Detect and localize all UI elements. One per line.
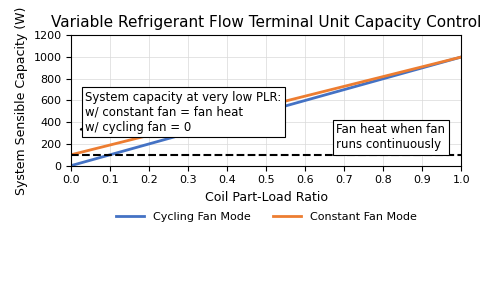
Title: Variable Refrigerant Flow Terminal Unit Capacity Control: Variable Refrigerant Flow Terminal Unit … xyxy=(51,15,481,30)
X-axis label: Coil Part-Load Ratio: Coil Part-Load Ratio xyxy=(204,191,327,204)
Legend: Cycling Fan Mode, Constant Fan Mode: Cycling Fan Mode, Constant Fan Mode xyxy=(111,207,420,226)
Text: Fan heat when fan
runs continuously: Fan heat when fan runs continuously xyxy=(336,123,444,154)
Text: System capacity at very low PLR:
w/ constant fan = fan heat
w/ cycling fan = 0: System capacity at very low PLR: w/ cons… xyxy=(80,91,281,134)
Y-axis label: System Sensible Capacity (W): System Sensible Capacity (W) xyxy=(15,6,28,195)
